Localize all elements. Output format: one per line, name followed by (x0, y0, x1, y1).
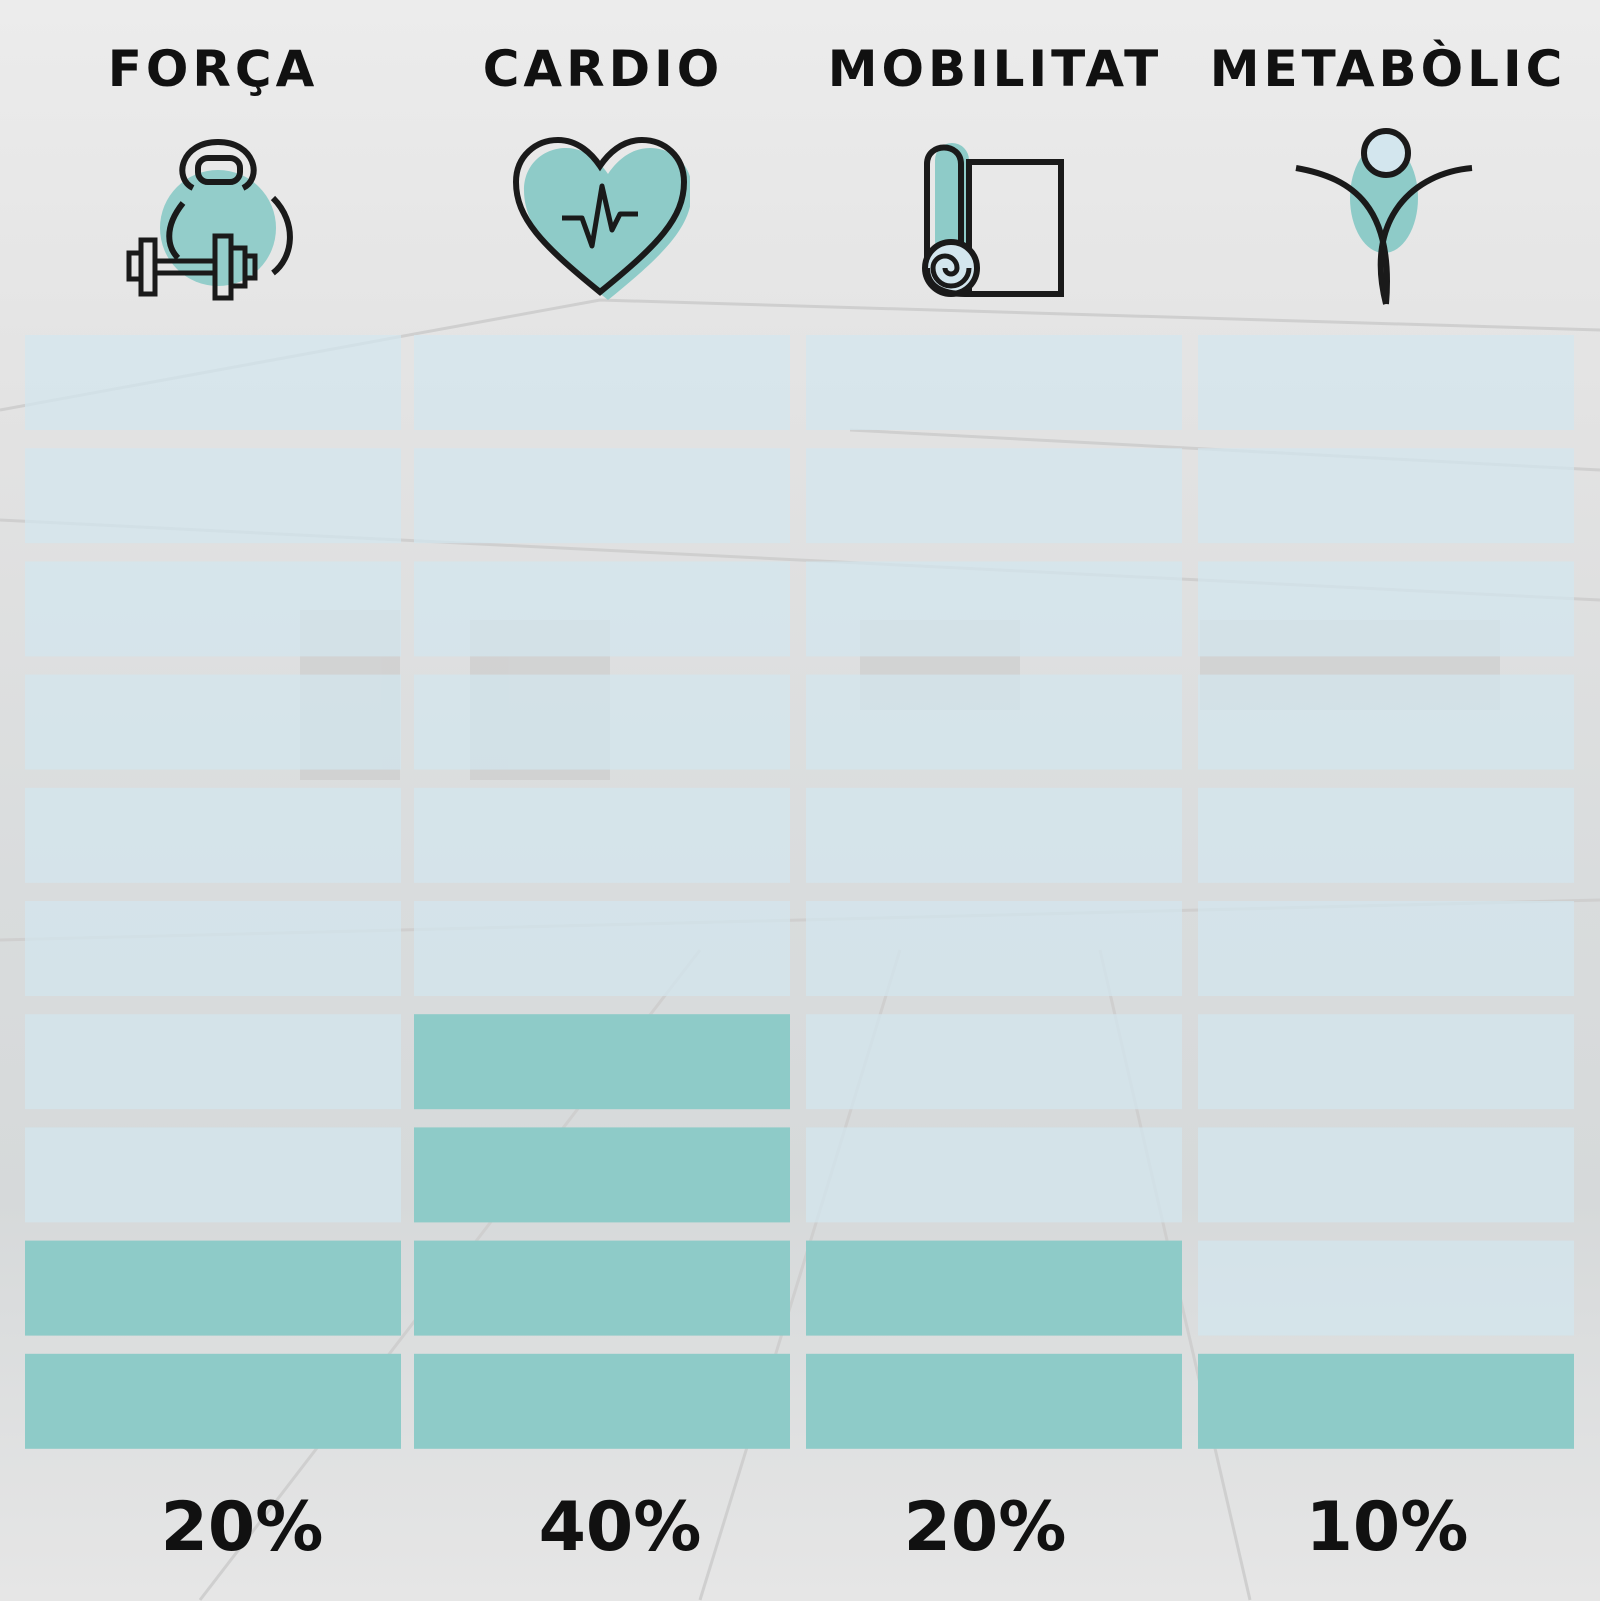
category-title-metabolic: METABÒLIC (1209, 40, 1567, 98)
level-block-1-10-empty (25, 335, 401, 430)
level-block-3-4-empty (806, 1014, 1182, 1110)
level-block-4-6-empty (1198, 787, 1574, 883)
level-block-3-2-filled (806, 1240, 1182, 1336)
level-block-2-3-filled (414, 1127, 790, 1223)
level-block-4-5-empty (1198, 901, 1574, 996)
level-block-2-9-empty (414, 448, 790, 544)
level-block-3-6-empty (806, 787, 1182, 883)
category-title-mobility: MOBILITAT (827, 40, 1163, 98)
level-block-1-1-filled (25, 1353, 401, 1449)
percent-label-mobility: 20% (903, 1488, 1067, 1567)
yoga-mat-icon (922, 143, 1064, 297)
level-block-4-2-empty (1198, 1240, 1574, 1336)
category-title-strength: FORÇA (107, 40, 319, 98)
level-block-3-5-empty (806, 901, 1182, 996)
level-block-4-10-empty (1198, 335, 1574, 430)
level-block-2-7-empty (414, 674, 790, 770)
level-block-1-3-empty (25, 1127, 401, 1223)
level-block-1-7-empty (25, 674, 401, 770)
level-block-1-8-empty (25, 561, 401, 657)
level-block-2-10-empty (414, 335, 790, 430)
level-block-4-4-empty (1198, 1014, 1574, 1110)
level-block-3-9-empty (806, 448, 1182, 544)
person-figure-icon (1295, 128, 1473, 305)
level-block-4-1-filled (1198, 1353, 1574, 1449)
level-block-1-6-empty (25, 787, 401, 883)
level-block-4-3-empty (1198, 1127, 1574, 1223)
level-block-3-7-empty (806, 674, 1182, 770)
level-block-2-6-empty (414, 787, 790, 883)
heart-pulse-icon (512, 136, 690, 300)
level-block-3-8-empty (806, 561, 1182, 657)
level-block-1-4-empty (25, 1014, 401, 1110)
level-block-1-5-empty (25, 901, 401, 996)
level-block-2-1-filled (414, 1353, 790, 1449)
level-block-4-9-empty (1198, 448, 1574, 544)
percent-label-strength: 20% (160, 1488, 324, 1567)
level-block-2-8-empty (414, 561, 790, 657)
level-block-2-5-empty (414, 901, 790, 996)
level-block-2-4-filled (414, 1014, 790, 1110)
level-block-1-2-filled (25, 1240, 401, 1336)
percent-label-cardio: 40% (538, 1488, 702, 1567)
level-block-3-10-empty (806, 335, 1182, 430)
category-title-cardio: CARDIO (482, 40, 724, 98)
level-block-4-7-empty (1198, 674, 1574, 770)
level-block-3-3-empty (806, 1127, 1182, 1223)
percent-label-metabolic: 10% (1305, 1488, 1469, 1567)
level-block-4-8-empty (1198, 561, 1574, 657)
kettlebell-dumbbell-icon (126, 138, 293, 301)
level-block-1-9-empty (25, 448, 401, 544)
level-block-3-1-filled (806, 1353, 1182, 1449)
level-block-2-2-filled (414, 1240, 790, 1336)
